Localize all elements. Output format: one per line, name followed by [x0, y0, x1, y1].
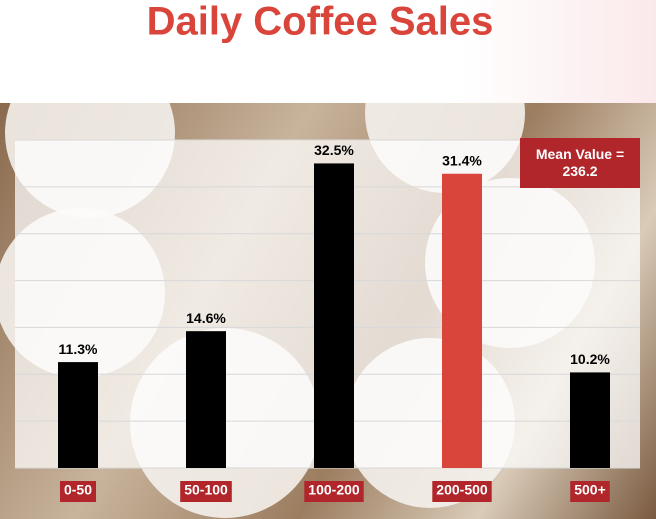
x-tick-label-bg [570, 481, 610, 502]
x-tick-label-bg [432, 481, 492, 502]
value-label: 31.4% [442, 152, 482, 168]
bar [570, 372, 610, 468]
bar [186, 331, 226, 468]
value-label: 32.5% [314, 142, 354, 158]
x-tick-label: 200-500 [436, 482, 488, 498]
value-label: 10.2% [570, 351, 610, 367]
x-tick-label-bg [59, 481, 97, 502]
chart-title: Daily Coffee Sales [147, 0, 494, 44]
value-label: 11.3% [59, 341, 98, 357]
x-tick-label: 50-100 [184, 482, 228, 498]
x-tick-label-bg [180, 481, 232, 502]
value-label: 14.6% [186, 310, 226, 326]
x-tick-label: 500+ [574, 482, 606, 498]
bar [442, 173, 482, 469]
x-tick-label: 100-200 [308, 482, 360, 498]
x-tick-label: 0-50 [64, 482, 92, 498]
bar [58, 362, 98, 468]
bar [314, 163, 354, 468]
x-tick-label-bg [304, 481, 364, 502]
mean-annotation: Mean Value = 236.2 [520, 138, 640, 188]
